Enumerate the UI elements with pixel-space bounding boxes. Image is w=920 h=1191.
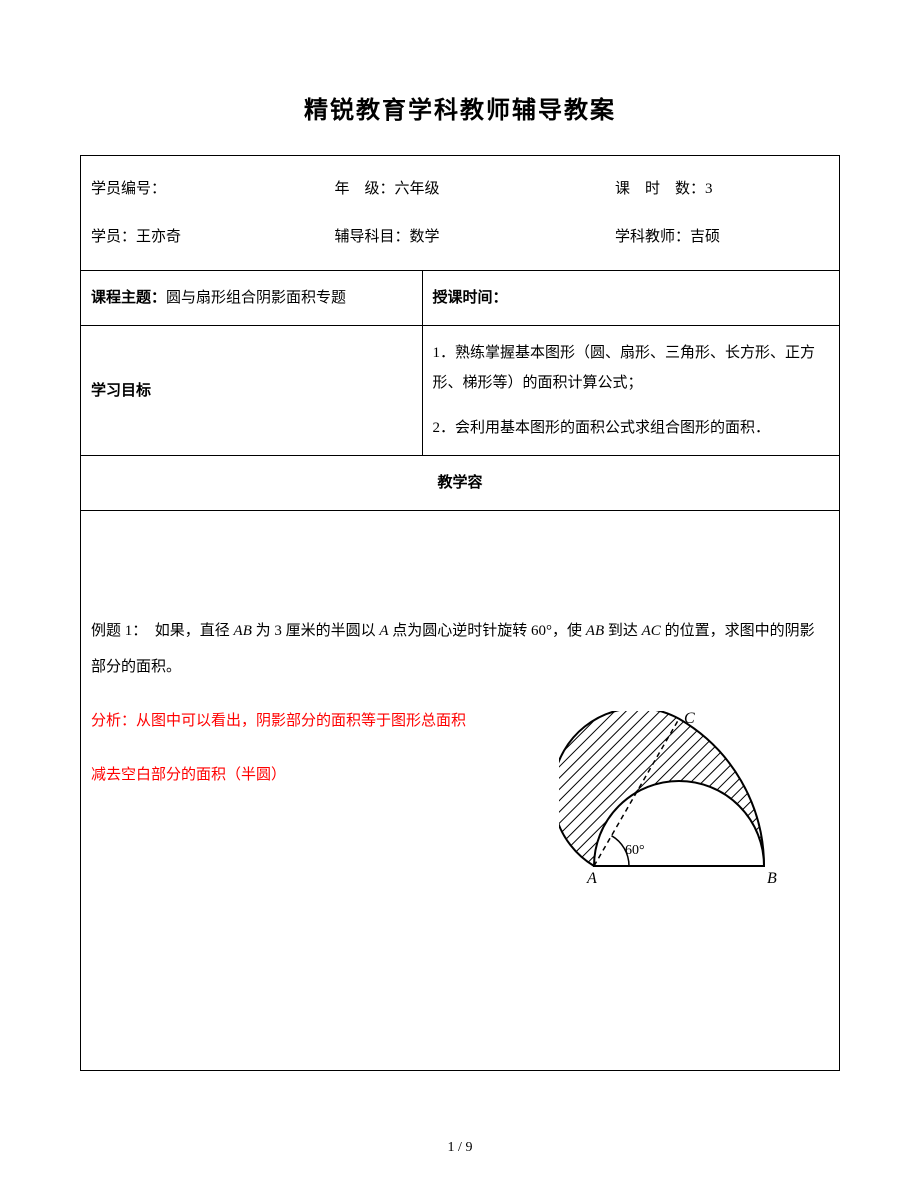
course-topic-cell: 课程主题：圆与扇形组合阴影面积专题	[81, 271, 423, 326]
student-name: 学员：王亦奇	[91, 222, 335, 252]
goals-content-cell: 1．熟练掌握基本图形（圆、扇形、三角形、长方形、正方形、梯形等）的面积计算公式；…	[422, 326, 839, 456]
page-number: 1 / 9	[448, 1140, 473, 1156]
student-id: 学员编号：	[91, 174, 335, 204]
content-body: 例题 1： 如果，直径 AB 为 3 厘米的半圆以 A 点为圆心逆时针旋转 60…	[81, 511, 840, 1071]
teacher: 学科教师：吉硕	[615, 222, 829, 252]
diagram-angle: 60°	[625, 843, 645, 858]
geometry-diagram: A B C 60°	[559, 711, 819, 891]
page-title: 精锐教育学科教师辅导教案	[80, 90, 840, 125]
info-row-1: 学员编号： 年 级：六年级 课 时 数：3 学员：王亦奇 辅导科目：数学 学科教…	[81, 156, 840, 271]
example-1: 例题 1： 如果，直径 AB 为 3 厘米的半圆以 A 点为圆心逆时针旋转 60…	[91, 613, 829, 685]
grade: 年 级：六年级	[335, 174, 615, 204]
goal-2: 2．会利用基本图形的面积公式求组合图形的面积．	[433, 413, 829, 443]
hours: 课 时 数：3	[615, 174, 829, 204]
subject: 辅导科目：数学	[335, 222, 615, 252]
section-header: 教学容	[81, 456, 840, 511]
goals-label-cell: 学习目标	[81, 326, 423, 456]
diagram-label-a: A	[586, 870, 597, 887]
diagram-label-c: C	[684, 711, 695, 727]
goal-1: 1．熟练掌握基本图形（圆、扇形、三角形、长方形、正方形、梯形等）的面积计算公式；	[433, 338, 829, 398]
course-time-cell: 授课时间：	[422, 271, 839, 326]
lesson-plan-table: 学员编号： 年 级：六年级 课 时 数：3 学员：王亦奇 辅导科目：数学 学科教…	[80, 155, 840, 1071]
diagram-label-b: B	[767, 870, 777, 887]
